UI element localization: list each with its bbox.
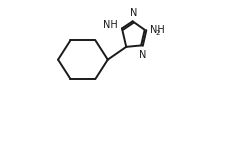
Text: N: N [130,8,137,18]
Text: NH: NH [150,25,165,35]
Text: 2: 2 [156,30,160,36]
Text: N: N [139,50,146,60]
Text: NH: NH [103,20,118,30]
